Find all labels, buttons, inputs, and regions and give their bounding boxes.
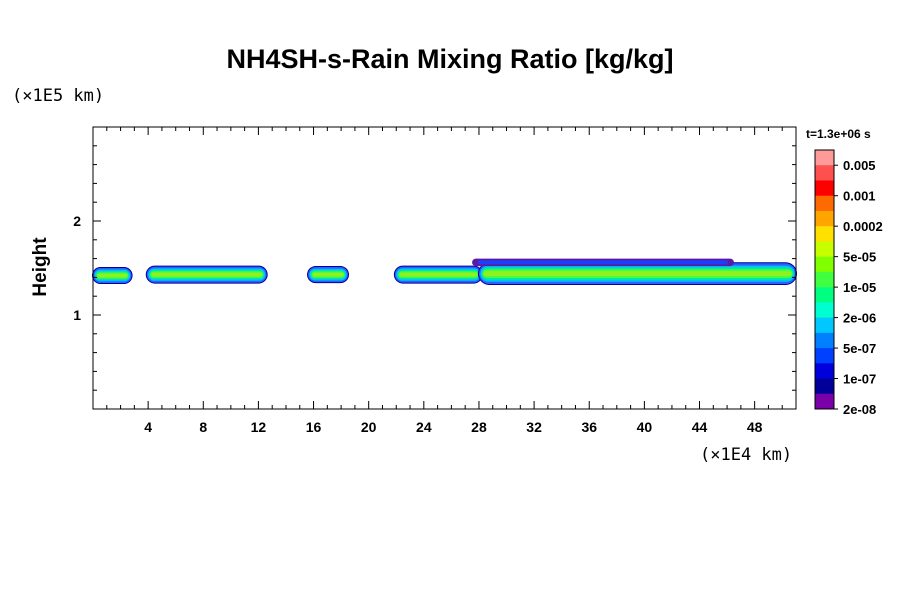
- colorbar-swatch: [815, 302, 834, 318]
- colorbar-label: 0.001: [843, 189, 876, 204]
- colorbar-label: 5e-07: [843, 341, 876, 356]
- data-band-1: [92, 267, 133, 285]
- data-band-5-level-5: [483, 271, 792, 277]
- colorbar-swatch: [815, 348, 834, 364]
- colorbar-swatch: [815, 271, 834, 288]
- x-tick-label: 8: [199, 419, 207, 435]
- colorbar-swatch: [815, 150, 834, 166]
- colorbar-label: 2e-06: [843, 311, 876, 326]
- plot-data-layer: [92, 258, 797, 285]
- time-label: t=1.3e+06 s: [806, 127, 871, 141]
- data-band-4: [393, 265, 483, 284]
- colorbar-label: 5e-05: [843, 250, 876, 265]
- colorbar-label: 1e-07: [843, 372, 876, 387]
- data-band-3: [307, 266, 350, 284]
- colorbar-swatch: [815, 317, 834, 334]
- data-band-fringe-core-6: [478, 260, 728, 265]
- data-band-2-level-5: [151, 272, 263, 277]
- y-axis-unit: (×1E5 km): [12, 86, 105, 106]
- x-tick-label: 44: [692, 419, 708, 435]
- x-tick-label: 20: [361, 419, 377, 435]
- colorbar-frame: [814, 149, 835, 410]
- y-tick-label: 1: [73, 307, 81, 323]
- colorbar-label: 0.005: [843, 158, 876, 173]
- colorbar-swatch: [815, 378, 834, 395]
- data-band-1-level-5: [97, 273, 128, 278]
- plot-frame: [92, 126, 797, 410]
- colorbar-label: 1e-05: [843, 280, 876, 295]
- colorbar-label: 2e-08: [843, 402, 876, 417]
- x-tick-label: 48: [747, 419, 763, 435]
- colorbar-swatch: [815, 226, 834, 242]
- data-band-2: [145, 265, 268, 284]
- data-band-6: [472, 258, 734, 267]
- colorbar-label: 0.0002: [843, 219, 883, 234]
- colorbar-swatch: [815, 210, 834, 227]
- chart-title: NH4SH-s-Rain Mixing Ratio [kg/kg]: [226, 44, 674, 74]
- x-tick-label: 12: [251, 419, 267, 435]
- x-tick-label: 28: [471, 419, 487, 435]
- x-tick-label: 16: [306, 419, 322, 435]
- data-band-4-level-5: [399, 272, 478, 277]
- colorbar-swatch: [815, 393, 834, 410]
- colorbar-swatch: [815, 287, 834, 303]
- y-tick-label: 2: [73, 213, 81, 229]
- x-tick-label: 40: [637, 419, 653, 435]
- x-tick-label: 4: [144, 419, 152, 435]
- x-tick-label: 36: [581, 419, 597, 435]
- colorbar-swatch: [815, 195, 834, 212]
- data-band-5: [477, 262, 797, 285]
- colorbar-swatch: [815, 256, 834, 273]
- x-axis-unit: (×1E4 km): [700, 445, 793, 465]
- x-tick-label: 32: [526, 419, 542, 435]
- colorbar-swatch: [815, 165, 834, 181]
- colorbar-swatch: [815, 363, 834, 379]
- colorbar: 0.005 0.001 0.0002 5e-05 1e-05 2e-06 5e-07 1e-0…: [814, 149, 883, 417]
- colorbar-swatch: [815, 180, 834, 197]
- x-tick-label: 24: [416, 419, 432, 435]
- colorbar-swatch: [815, 332, 834, 349]
- data-band-3-level-5: [312, 272, 344, 277]
- colorbar-swatch: [815, 241, 834, 257]
